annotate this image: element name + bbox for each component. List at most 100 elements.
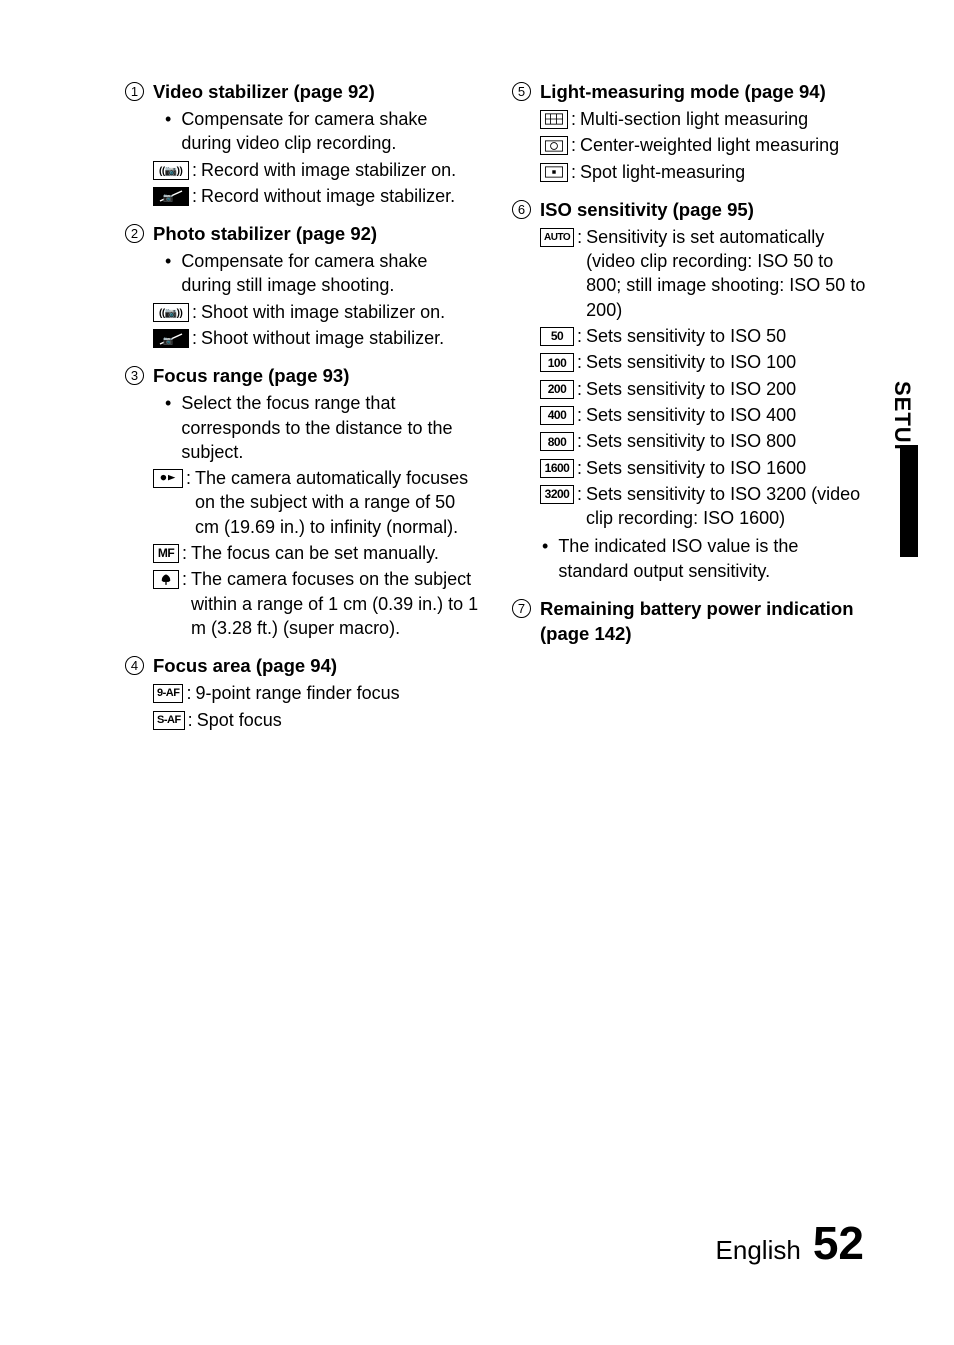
icon-desc: Sets sensitivity to ISO 800 [586, 429, 869, 453]
title-text: Focus range (page 93) [153, 364, 482, 389]
section-focus-range: 3 Focus range (page 93) • Select the foc… [125, 364, 482, 640]
circled-number: 7 [512, 599, 531, 618]
footer-language: English [716, 1235, 801, 1266]
section-title: 7 Remaining battery power indication (pa… [512, 597, 869, 647]
svg-text:((📷)): ((📷)) [159, 308, 182, 319]
bullet-text: Compensate for camera shake during still… [181, 249, 482, 298]
icon-item: 200 : Sets sensitivity to ISO 200 [540, 377, 869, 401]
iso-200-icon: 200 [540, 380, 574, 399]
icon-item: 800 : Sets sensitivity to ISO 800 [540, 429, 869, 453]
stabilizer-on-icon: ((📷)) [153, 303, 189, 322]
page-footer: English 52 [716, 1216, 864, 1270]
stabilizer-on-icon: ((📷)) [153, 161, 189, 180]
colon: : [182, 567, 187, 591]
right-column: 5 Light-measuring mode (page 94) : Multi… [512, 80, 869, 746]
bullet-text: Compensate for camera shake during video… [181, 107, 482, 156]
left-column: 1 Video stabilizer (page 92) • Compensat… [125, 80, 482, 746]
colon: : [577, 429, 582, 453]
macro-focus-icon [153, 570, 179, 589]
multi-section-icon [540, 110, 568, 129]
colon: : [577, 456, 582, 480]
colon: : [577, 403, 582, 427]
title-text: ISO sensitivity (page 95) [540, 198, 869, 223]
icon-item: S-AF : Spot focus [153, 708, 482, 732]
spot-light-icon [540, 163, 568, 182]
stabilizer-off-icon: 📷 [153, 187, 189, 206]
icon-item: : Multi-section light measuring [540, 107, 869, 131]
columns: 1 Video stabilizer (page 92) • Compensat… [125, 80, 869, 746]
section-battery: 7 Remaining battery power indication (pa… [512, 597, 869, 647]
icon-desc: Shoot without image stabilizer. [201, 326, 482, 350]
colon: : [188, 708, 193, 732]
icon-desc: The focus can be set manually. [191, 541, 482, 565]
colon: : [577, 324, 582, 348]
svg-text:📷: 📷 [163, 193, 173, 202]
icon-item: : The camera automatically focuses on th… [153, 466, 482, 539]
stabilizer-off-icon: 📷 [153, 329, 189, 348]
icon-desc: Spot focus [197, 708, 482, 732]
colon: : [577, 482, 582, 506]
title-text: Light-measuring mode (page 94) [540, 80, 869, 105]
icon-item: 400 : Sets sensitivity to ISO 400 [540, 403, 869, 427]
center-weighted-icon [540, 136, 568, 155]
circled-number: 2 [125, 224, 144, 243]
icon-item: MF : The focus can be set manually. [153, 541, 482, 565]
section-title: 2 Photo stabilizer (page 92) [125, 222, 482, 247]
bullet-dot: • [542, 534, 548, 583]
icon-desc: Multi-section light measuring [580, 107, 869, 131]
circled-number: 6 [512, 200, 531, 219]
icon-item: 3200 : Sets sensitivity to ISO 3200 (vid… [540, 482, 869, 531]
bullet-dot: • [165, 249, 171, 298]
section-focus-area: 4 Focus area (page 94) 9-AF : 9-point ra… [125, 654, 482, 732]
icon-item: 📷 : Record without image stabilizer. [153, 184, 482, 208]
footer-page-number: 52 [813, 1216, 864, 1270]
circled-number: 3 [125, 366, 144, 385]
icon-desc: Sets sensitivity to ISO 50 [586, 324, 869, 348]
colon: : [577, 350, 582, 374]
icon-item: : The camera focuses on the subject with… [153, 567, 482, 640]
circled-number: 4 [125, 656, 144, 675]
section-title: 6 ISO sensitivity (page 95) [512, 198, 869, 223]
iso-50-icon: 50 [540, 327, 574, 346]
section-title: 1 Video stabilizer (page 92) [125, 80, 482, 105]
icon-desc: Sets sensitivity to ISO 400 [586, 403, 869, 427]
title-text: Focus area (page 94) [153, 654, 482, 679]
svg-text:📷: 📷 [163, 336, 173, 345]
icon-desc: Sets sensitivity to ISO 100 [586, 350, 869, 374]
circled-number: 1 [125, 82, 144, 101]
bullet-item: • The indicated ISO value is the standar… [542, 534, 869, 583]
icon-item: : Spot light-measuring [540, 160, 869, 184]
bullet-dot: • [165, 391, 171, 464]
colon: : [192, 326, 197, 350]
icon-desc: Sets sensitivity to ISO 1600 [586, 456, 869, 480]
bullet-text: Select the focus range that corresponds … [181, 391, 482, 464]
section-title: 5 Light-measuring mode (page 94) [512, 80, 869, 105]
icon-desc: Record without image stabilizer. [201, 184, 482, 208]
iso-400-icon: 400 [540, 406, 574, 425]
iso-1600-icon: 1600 [540, 459, 574, 478]
section-title: 3 Focus range (page 93) [125, 364, 482, 389]
icon-desc: The camera automatically focuses on the … [195, 466, 482, 539]
bullet-item: • Compensate for camera shake during sti… [165, 249, 482, 298]
auto-focus-icon [153, 469, 183, 488]
icon-desc: Sets sensitivity to ISO 3200 (video clip… [586, 482, 869, 531]
nine-af-icon: 9-AF [153, 684, 183, 703]
bullet-item: • Select the focus range that correspond… [165, 391, 482, 464]
section-video-stabilizer: 1 Video stabilizer (page 92) • Compensat… [125, 80, 482, 208]
colon: : [571, 160, 576, 184]
colon: : [182, 541, 187, 565]
side-tab-marker [900, 445, 918, 557]
bullet-text: The indicated ISO value is the standard … [558, 534, 869, 583]
colon: : [192, 184, 197, 208]
icon-desc: Sets sensitivity to ISO 200 [586, 377, 869, 401]
icon-desc: The camera focuses on the subject within… [191, 567, 482, 640]
icon-desc: Sensitivity is set automatically (video … [586, 225, 869, 322]
iso-800-icon: 800 [540, 432, 574, 451]
section-photo-stabilizer: 2 Photo stabilizer (page 92) • Compensat… [125, 222, 482, 350]
icon-desc: Spot light-measuring [580, 160, 869, 184]
icon-item: 50 : Sets sensitivity to ISO 50 [540, 324, 869, 348]
icon-desc: 9-point range finder focus [195, 681, 482, 705]
colon: : [186, 681, 191, 705]
icon-item: AUTO : Sensitivity is set automatically … [540, 225, 869, 322]
colon: : [577, 225, 582, 249]
